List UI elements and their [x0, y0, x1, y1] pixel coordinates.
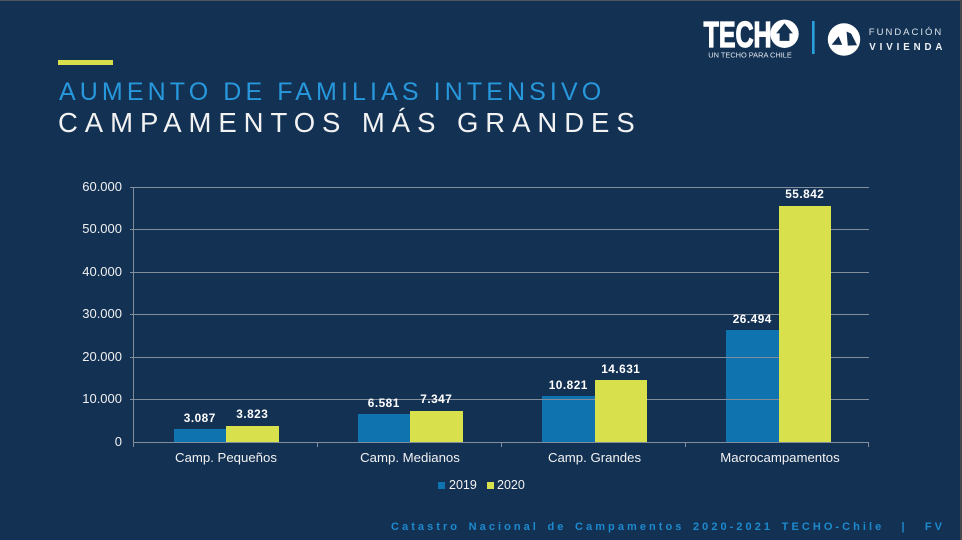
svg-text:TECH: TECH	[704, 15, 772, 56]
svg-text:FUNDACIÓN: FUNDACIÓN	[869, 27, 943, 38]
svg-text:UN TECHO PARA CHILE: UN TECHO PARA CHILE	[708, 50, 792, 59]
svg-text:VIVIENDA: VIVIENDA	[869, 42, 946, 53]
